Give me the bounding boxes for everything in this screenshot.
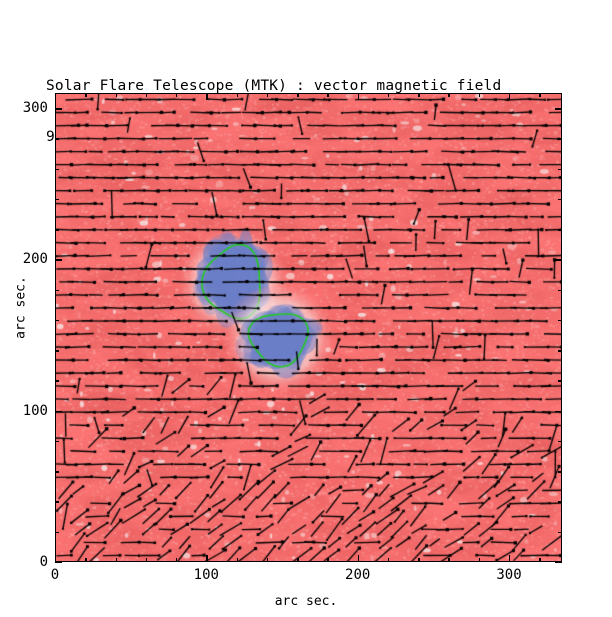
y-axis-title: arc sec. [13, 276, 29, 339]
tick-mark [206, 93, 208, 100]
tick-mark [266, 558, 269, 562]
tick-mark [55, 501, 59, 503]
tick-mark [558, 440, 562, 443]
tick-mark [558, 198, 562, 201]
tick-mark [558, 471, 562, 473]
tick-mark [448, 558, 450, 562]
tick-mark [509, 93, 511, 100]
tick-mark [55, 350, 59, 352]
tick-mark [55, 380, 59, 382]
tick-mark [478, 558, 481, 562]
tick-mark [236, 558, 238, 562]
tick-mark [539, 93, 541, 97]
tick-mark [55, 259, 62, 261]
tick-mark [85, 558, 87, 562]
x-tick-label: 0 [50, 567, 60, 583]
tick-mark [55, 229, 59, 231]
tick-mark [55, 440, 59, 443]
tick-mark [555, 410, 562, 413]
tick-mark [387, 93, 390, 97]
tick-mark [478, 93, 481, 97]
x-axis-title: arc sec. [274, 594, 338, 609]
tick-mark [55, 289, 59, 292]
tick-mark [555, 108, 562, 110]
tick-mark [558, 138, 562, 140]
tick-mark [297, 93, 299, 97]
tick-mark [55, 531, 59, 534]
tick-mark [55, 198, 59, 201]
tick-mark [55, 138, 59, 140]
tick-mark [115, 558, 117, 562]
tick-mark [145, 558, 148, 562]
tick-mark [55, 471, 59, 473]
tick-mark [55, 410, 62, 413]
tick-mark [55, 555, 57, 562]
tick-mark [558, 289, 562, 292]
tick-mark [558, 350, 562, 352]
tick-mark [558, 501, 562, 503]
tick-mark [509, 555, 511, 562]
tick-mark [357, 555, 360, 562]
tick-mark [55, 319, 59, 322]
tick-mark [555, 259, 562, 261]
tick-mark [55, 168, 59, 171]
x-tick-label: 100 [193, 567, 219, 583]
tick-mark [85, 93, 87, 97]
y-tick-label: 200 [22, 251, 48, 268]
tick-mark [206, 555, 208, 562]
tick-mark [448, 93, 450, 97]
tick-mark [115, 93, 117, 97]
tick-mark [176, 558, 178, 562]
tick-mark [418, 558, 420, 562]
tick-mark [266, 93, 269, 97]
tick-mark [327, 93, 329, 97]
tick-mark [558, 168, 562, 171]
tick-mark [176, 93, 178, 97]
tick-mark [418, 93, 420, 97]
tick-mark [145, 93, 148, 97]
tick-mark [236, 93, 238, 97]
magnetogram-plot-area [55, 93, 562, 562]
tick-mark [297, 558, 299, 562]
magnetic-vector-field-layer [55, 93, 562, 562]
y-tick-label: 0 [39, 554, 48, 570]
tick-mark [357, 93, 360, 100]
tick-mark [558, 380, 562, 382]
y-tick-label: 300 [22, 100, 48, 117]
tick-mark [558, 319, 562, 322]
tick-mark [555, 562, 562, 564]
tick-mark [558, 531, 562, 534]
tick-mark [55, 562, 62, 564]
tick-mark [539, 558, 541, 562]
tick-mark [327, 558, 329, 562]
tick-mark [387, 558, 390, 562]
x-tick-label: 300 [496, 567, 522, 583]
tick-mark [55, 93, 57, 100]
tick-mark [558, 229, 562, 231]
title-line-1: Solar Flare Telescope (MTK) : vector mag… [46, 78, 502, 94]
tick-mark [55, 108, 62, 110]
y-tick-label: 100 [22, 402, 48, 419]
x-tick-label: 200 [345, 567, 371, 583]
